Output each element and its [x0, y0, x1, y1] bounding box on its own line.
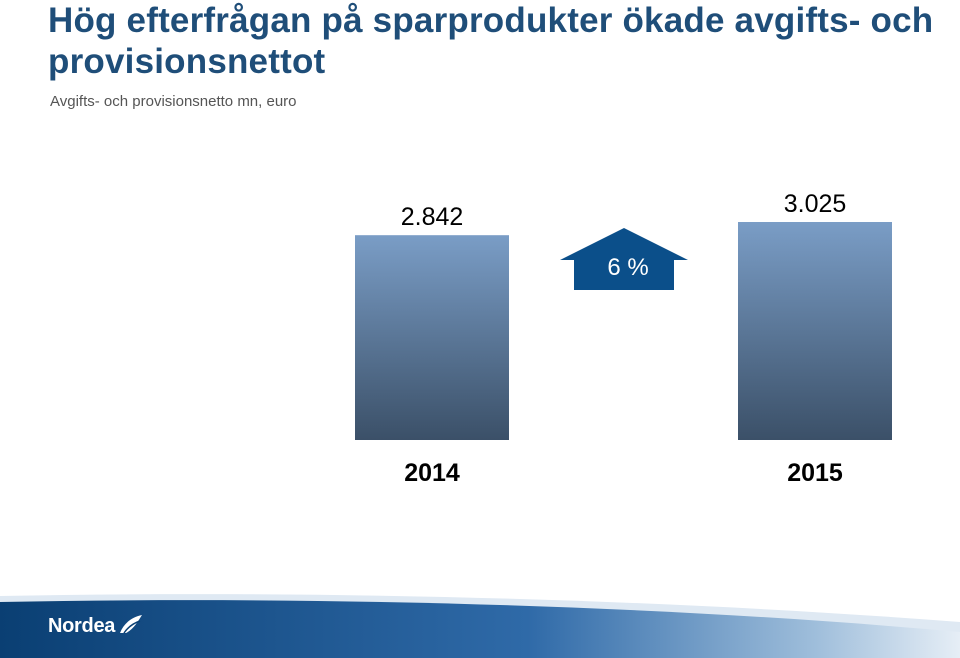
- change-label: 6 %: [607, 254, 648, 281]
- footer-band: [0, 594, 960, 658]
- category-label-2014: 2014: [404, 459, 460, 487]
- up-arrow-shape: [560, 228, 688, 290]
- value-label-2014: 2.842: [401, 203, 464, 231]
- nordea-logo: Nordea: [48, 614, 144, 638]
- sail-icon: [120, 614, 143, 633]
- bar-2014: [355, 235, 509, 440]
- chart-subtitle: Avgifts- och provisionsnetto mn, euro: [50, 93, 297, 110]
- change-arrow-icon: 6 %: [560, 228, 688, 290]
- category-label-2015: 2015: [787, 459, 843, 487]
- page-title: Hög efterfrågan på sparprodukter ökade a…: [48, 1, 934, 81]
- value-label-2015: 3.025: [784, 190, 847, 218]
- bar-chart: 2.842 2014 3.025 2015 6 %: [355, 190, 892, 487]
- bar-2015: [738, 222, 892, 440]
- logo-text: Nordea: [48, 615, 116, 637]
